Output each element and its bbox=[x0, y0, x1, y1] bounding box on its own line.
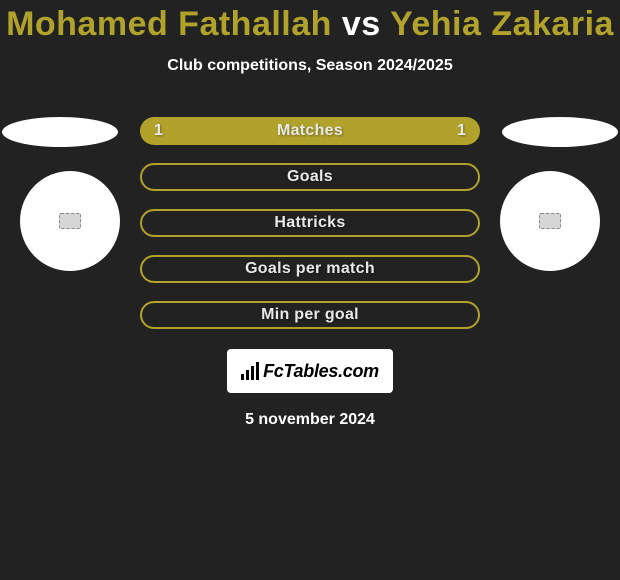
vs-text: vs bbox=[342, 5, 381, 43]
player2-avatar bbox=[500, 171, 600, 271]
comparison-card: Mohamed Fathallah vs Yehia Zakaria Club … bbox=[0, 0, 620, 429]
logo-text: FcTables.com bbox=[263, 361, 379, 382]
image-placeholder-icon bbox=[539, 213, 561, 229]
stat-label: Goals per match bbox=[245, 260, 375, 278]
stat-row-goals-per-match: Goals per match bbox=[140, 255, 480, 283]
stat-value-left: 1 bbox=[154, 122, 163, 140]
stat-row-hattricks: Hattricks bbox=[140, 209, 480, 237]
stat-label: Min per goal bbox=[261, 306, 359, 324]
stat-label: Goals bbox=[287, 168, 333, 186]
stats-area: 1 Matches 1 Goals Hattricks Goals per match Mi… bbox=[0, 117, 620, 429]
player1-name: Mohamed Fathallah bbox=[6, 5, 332, 43]
player1-avatar bbox=[20, 171, 120, 271]
stat-row-goals: Goals bbox=[140, 163, 480, 191]
stat-label: Matches bbox=[277, 122, 343, 140]
page-title: Mohamed Fathallah vs Yehia Zakaria bbox=[6, 6, 614, 43]
stat-label: Hattricks bbox=[274, 214, 345, 232]
fctables-logo: FcTables.com bbox=[227, 349, 393, 393]
image-placeholder-icon bbox=[59, 213, 81, 229]
date-text: 5 november 2024 bbox=[245, 411, 375, 429]
stat-row-min-per-goal: Min per goal bbox=[140, 301, 480, 329]
subtitle: Club competitions, Season 2024/2025 bbox=[167, 57, 452, 75]
stat-row-matches: 1 Matches 1 bbox=[140, 117, 480, 145]
stat-value-right: 1 bbox=[457, 122, 466, 140]
bar-chart-icon bbox=[241, 362, 259, 380]
player2-name: Yehia Zakaria bbox=[390, 5, 614, 43]
